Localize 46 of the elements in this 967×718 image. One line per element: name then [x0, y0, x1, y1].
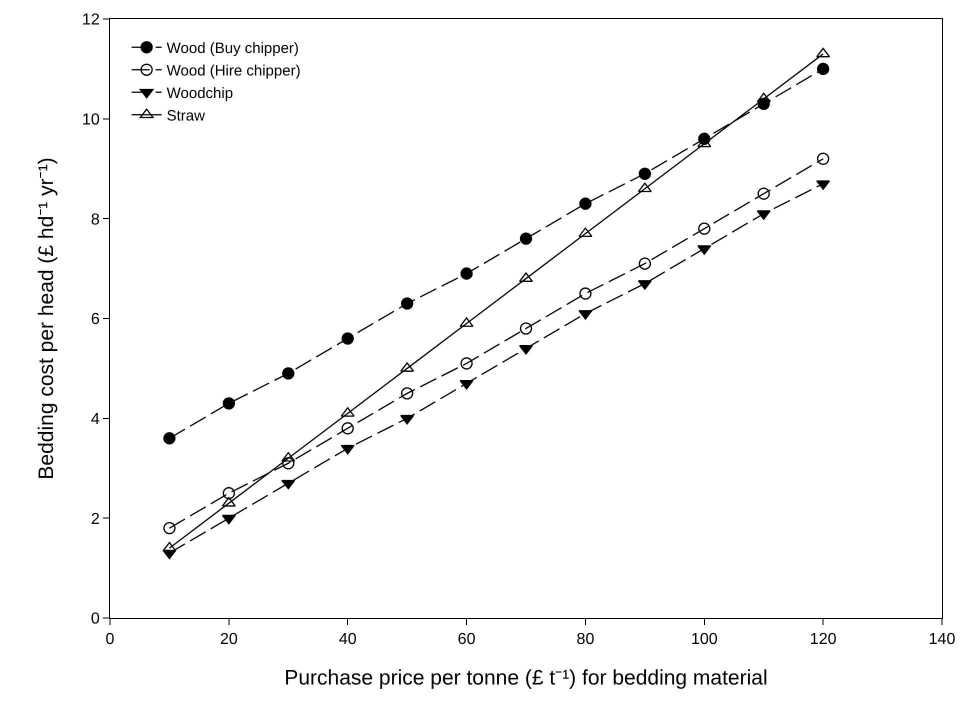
legend-label: Wood (Buy chipper)	[166, 40, 299, 58]
point	[163, 432, 176, 444]
x-tick-label: 20	[220, 631, 238, 648]
x-tick-label: 80	[576, 631, 594, 648]
x-tick-label: 120	[810, 631, 837, 648]
point	[638, 168, 652, 180]
point	[342, 332, 354, 345]
x-tick-label: 40	[338, 631, 357, 648]
y-tick-label: 8	[90, 211, 100, 228]
point	[816, 62, 830, 76]
x-tick-label: 140	[928, 631, 956, 648]
x-axis-title: Purchase price per tonne (£ t⁻¹) for bedding material	[284, 666, 768, 690]
point	[222, 397, 236, 410]
point	[460, 267, 473, 280]
point	[222, 487, 236, 500]
point	[816, 152, 830, 165]
y-tick-label: 2	[90, 510, 100, 528]
point	[400, 297, 414, 310]
point	[460, 357, 473, 370]
point	[579, 198, 592, 210]
point	[400, 387, 414, 400]
legend-label: Wood (Hire chipper)	[166, 62, 301, 80]
y-tick-label: 10	[82, 111, 100, 128]
point	[579, 287, 592, 300]
point	[342, 422, 354, 434]
point	[758, 188, 770, 200]
point	[578, 227, 592, 238]
y-tick-label: 4	[90, 410, 100, 428]
point	[460, 380, 474, 390]
y-axis-title: Bedding cost per head (£ hd⁻¹ yr⁻¹)	[35, 157, 58, 480]
x-tick-label: 100	[690, 631, 718, 648]
point	[282, 367, 294, 380]
point	[282, 457, 294, 470]
point	[519, 345, 533, 355]
point	[638, 257, 652, 270]
legend-label: Straw	[166, 108, 206, 125]
x-tick-label: 0	[106, 631, 115, 648]
point	[520, 322, 532, 335]
y-tick-label: 0	[90, 610, 100, 628]
y-tick-label: 6	[90, 311, 100, 328]
point	[163, 522, 176, 534]
legend-label: Woodchip	[166, 85, 234, 102]
point	[698, 222, 710, 235]
x-tick-label: 60	[458, 631, 476, 648]
point	[520, 232, 532, 245]
y-tick-label: 12	[82, 12, 100, 29]
